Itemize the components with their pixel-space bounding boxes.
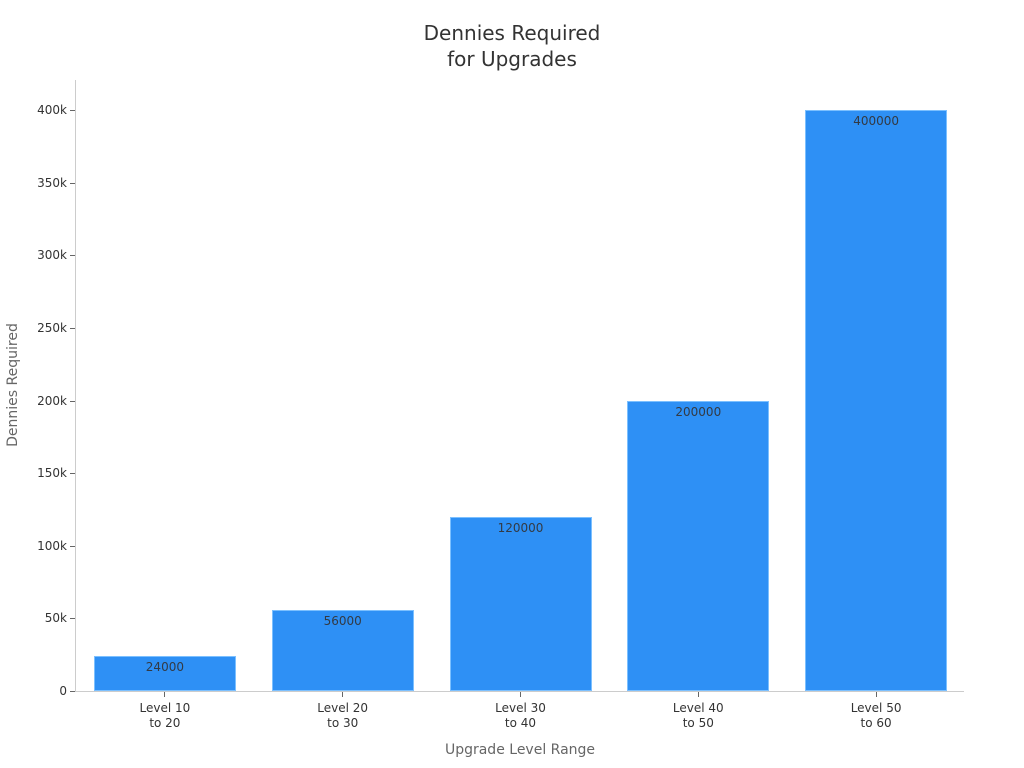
x-tick-label: to 40 bbox=[504, 716, 537, 730]
x-tick: Level 50 to 60 bbox=[796, 692, 956, 731]
x-tick-label: Level 40 bbox=[672, 701, 724, 715]
y-tick-label: 200k bbox=[37, 393, 67, 408]
x-tick-mark bbox=[164, 692, 166, 697]
x-tick: Level 30 to 40 bbox=[441, 692, 601, 731]
bar-value-label: 120000 bbox=[497, 520, 544, 535]
x-axis-label: Upgrade Level Range bbox=[444, 742, 596, 758]
y-tick-mark bbox=[70, 545, 75, 547]
x-tick-mark bbox=[342, 692, 344, 697]
x-tick-label: to 60 bbox=[860, 716, 892, 730]
x-tick-label: to 50 bbox=[682, 716, 714, 730]
y-tick-label: 0 bbox=[59, 684, 67, 698]
bar-value-label: 400000 bbox=[853, 114, 899, 128]
y-tick-label: 400k bbox=[37, 103, 67, 117]
x-tick-label: Level 20 bbox=[317, 701, 369, 715]
y-tick-mark bbox=[70, 473, 75, 475]
x-tick-label: Level 30 bbox=[495, 701, 546, 715]
x-tick-label: Level 10 bbox=[139, 701, 191, 715]
x-tick: Level 20 to 30 bbox=[263, 692, 423, 731]
y-tick-label: 250k bbox=[37, 320, 67, 335]
x-tick-mark bbox=[520, 692, 521, 697]
bar[interactable]: 200000 bbox=[627, 400, 770, 691]
bar-value-label: 200000 bbox=[675, 404, 722, 419]
bar[interactable]: 56000 bbox=[271, 609, 414, 691]
x-tick: Level 10 to 20 bbox=[85, 692, 245, 731]
chart-title-line-1: Dennies Required bbox=[423, 21, 601, 45]
y-tick-mark bbox=[70, 255, 75, 257]
x-tick-mark bbox=[875, 692, 877, 697]
y-axis-line bbox=[75, 80, 76, 692]
x-tick: Level 40 to 50 bbox=[618, 692, 778, 731]
y-tick-label: 150k bbox=[37, 466, 67, 481]
chart-title-line-2: for Upgrades bbox=[447, 47, 577, 71]
y-axis-label: Dennies Required bbox=[5, 323, 21, 447]
bar-value-label: 24000 bbox=[145, 660, 184, 675]
y-tick-label: 300k bbox=[37, 248, 67, 263]
y-tick-label: 350k bbox=[37, 175, 67, 190]
y-tick-label: 50k bbox=[44, 611, 67, 626]
bar-value-label: 56000 bbox=[323, 613, 362, 628]
y-tick-mark bbox=[70, 110, 75, 111]
y-tick-mark bbox=[70, 327, 75, 329]
x-tick-label: Level 50 bbox=[850, 701, 902, 715]
x-axis-line bbox=[75, 691, 964, 692]
chart-title: Dennies Required for Upgrades bbox=[0, 20, 1024, 72]
y-tick-mark bbox=[70, 182, 75, 184]
y-tick-label: 100k bbox=[37, 538, 67, 553]
y-tick-mark bbox=[70, 400, 75, 402]
y-tick-mark bbox=[70, 691, 75, 692]
bar[interactable]: 24000 bbox=[93, 656, 236, 691]
x-tick-label: to 20 bbox=[149, 716, 181, 730]
bar[interactable]: 400000 bbox=[805, 110, 948, 691]
y-tick-mark bbox=[70, 618, 75, 620]
x-tick-mark bbox=[697, 692, 699, 697]
bar[interactable]: 120000 bbox=[449, 516, 592, 691]
x-tick-label: to 30 bbox=[327, 716, 359, 730]
